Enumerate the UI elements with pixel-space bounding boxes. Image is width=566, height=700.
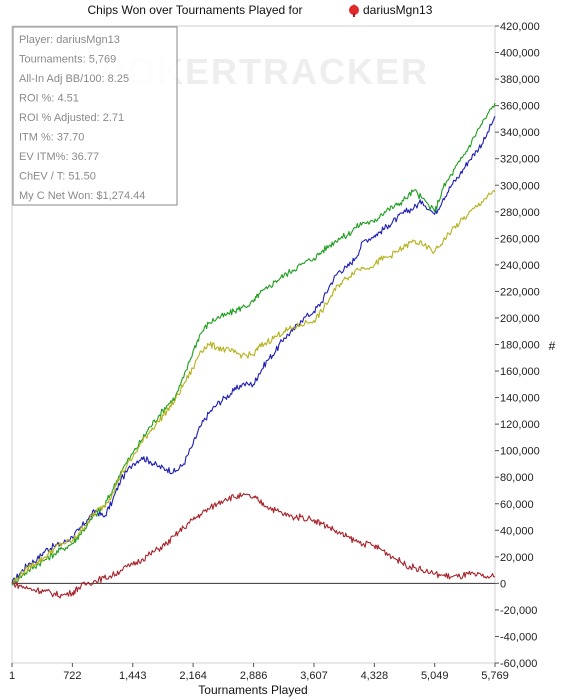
chart-title: Chips Won over Tournaments Played for bbox=[88, 3, 303, 17]
y-tick-label: 320,000 bbox=[500, 154, 540, 166]
y-tick-label: 340,000 bbox=[500, 127, 540, 139]
y-tick-label: 80,000 bbox=[500, 472, 534, 484]
spade-icon bbox=[349, 4, 359, 17]
x-axis-title: Tournaments Played bbox=[198, 683, 307, 697]
x-tick-label: 1,443 bbox=[119, 670, 147, 682]
y-tick-label: 220,000 bbox=[500, 286, 540, 298]
x-tick-label: 5,049 bbox=[421, 670, 449, 682]
y-tick-label: 400,000 bbox=[500, 48, 540, 60]
x-tick-label: 2,164 bbox=[179, 670, 207, 682]
y-tick-label: 420,000 bbox=[500, 21, 540, 33]
y-tick-label: -40,000 bbox=[500, 631, 537, 643]
y-tick-label: 280,000 bbox=[500, 207, 540, 219]
y-tick-label: 20,000 bbox=[500, 552, 534, 564]
y-tick-label: -60,000 bbox=[500, 658, 537, 670]
stats-line: ROI % Adjusted: 2.71 bbox=[19, 112, 124, 124]
stats-line: All-In Adj BB/100: 8.25 bbox=[19, 73, 129, 85]
y-tick-label: 260,000 bbox=[500, 233, 540, 245]
series-group bbox=[11, 102, 496, 599]
x-tick-label: 1 bbox=[9, 670, 15, 682]
y-tick-label: 360,000 bbox=[500, 101, 540, 113]
y-tick-label: 100,000 bbox=[500, 446, 540, 458]
stats-line: Tournaments: 5,769 bbox=[19, 54, 116, 66]
x-tick-label: 3,607 bbox=[300, 670, 328, 682]
y-tick-label: 40,000 bbox=[500, 525, 534, 537]
y-tick-label: 60,000 bbox=[500, 499, 534, 511]
stats-line: My C Net Won: $1,274.44 bbox=[19, 190, 145, 202]
y-tick-label: 180,000 bbox=[500, 340, 540, 352]
y-tick-label: 0 bbox=[500, 578, 506, 590]
stats-line: ChEV / T: 51.50 bbox=[19, 171, 96, 183]
y-tick-label: 140,000 bbox=[500, 393, 540, 405]
series-line bbox=[11, 189, 496, 584]
y-tick-label: 300,000 bbox=[500, 180, 540, 192]
y-tick-label: 380,000 bbox=[500, 74, 540, 86]
y-tick-label: 160,000 bbox=[500, 366, 540, 378]
stats-line: EV ITM%: 36.77 bbox=[19, 151, 99, 163]
x-tick-label: 2,886 bbox=[240, 670, 268, 682]
x-tick-label: 722 bbox=[63, 670, 81, 682]
y-tick-label: 120,000 bbox=[500, 419, 540, 431]
stats-line: Player: dariusMgn13 bbox=[19, 34, 120, 46]
stats-line: ROI %: 4.51 bbox=[19, 93, 79, 105]
y-tick-label: -20,000 bbox=[500, 605, 537, 617]
y-tick-label: 240,000 bbox=[500, 260, 540, 272]
x-axis: 1 722 1,443 2,164 2,886 3,607 4,328 5,049 5,769 bbox=[9, 663, 509, 682]
series-line bbox=[11, 102, 496, 586]
y-tick-label: 200,000 bbox=[500, 313, 540, 325]
x-tick-label: 4,328 bbox=[361, 670, 389, 682]
y-axis: -60,000 -40,000 -20,000 0 20,000 40,000 60,000… bbox=[495, 21, 540, 670]
x-tick-label: 5,769 bbox=[481, 670, 509, 682]
chart-title-player: dariusMgn13 bbox=[363, 3, 433, 17]
series-line bbox=[11, 492, 496, 599]
y-axis-title: # bbox=[549, 339, 556, 353]
stats-line: ITM %: 37.70 bbox=[19, 132, 84, 144]
stats-box: Player: dariusMgn13 Tournaments: 5,769 All… bbox=[12, 26, 178, 206]
